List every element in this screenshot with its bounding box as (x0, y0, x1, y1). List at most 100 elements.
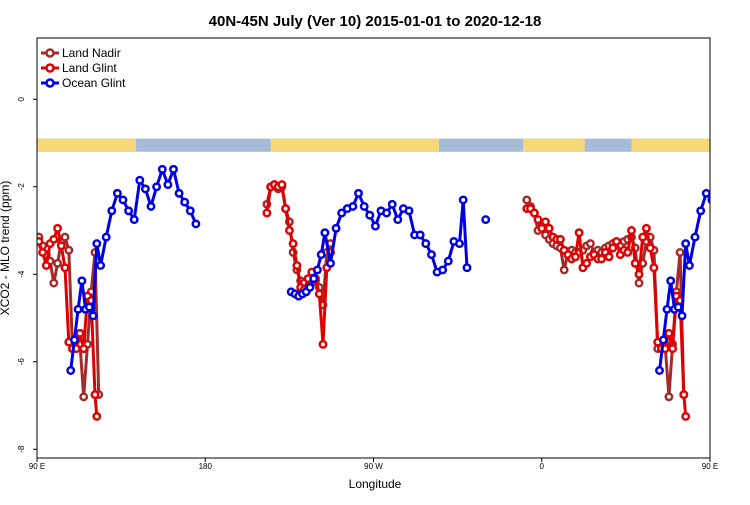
data-point (668, 344, 678, 354)
data-point (169, 164, 178, 174)
data-point (585, 239, 595, 249)
data-point (696, 206, 706, 216)
data-point (140, 184, 150, 194)
data-point (96, 261, 106, 270)
series-layer (37, 164, 726, 421)
data-point (185, 206, 195, 216)
data-point (673, 302, 683, 312)
data-point (77, 276, 87, 286)
data-point (157, 164, 167, 174)
data-point (630, 258, 640, 268)
data-point (69, 335, 79, 345)
series-land-nadir (37, 180, 689, 402)
data-point (60, 263, 70, 273)
data-point (56, 241, 66, 251)
legend-marker (45, 48, 55, 58)
data-point (597, 254, 607, 264)
data-point (348, 201, 358, 211)
data-point (305, 282, 315, 292)
data-point (101, 232, 111, 242)
data-point (312, 265, 322, 275)
legend-marker (45, 63, 55, 73)
data-point (60, 232, 70, 242)
data-point (533, 215, 543, 225)
data-point (53, 258, 63, 268)
data-point (277, 180, 287, 190)
data-point (462, 263, 472, 273)
data-point (645, 243, 655, 253)
data-point (107, 206, 117, 216)
data-point (382, 208, 392, 218)
data-point (331, 223, 341, 233)
data-point (64, 245, 74, 255)
data-point (559, 265, 569, 275)
data-point (73, 304, 83, 314)
legend-marker (45, 78, 55, 88)
land-band (270, 138, 439, 152)
y-tick-label: -6 (17, 358, 26, 366)
data-point (664, 328, 674, 338)
data-point (415, 230, 425, 240)
data-point (714, 208, 720, 214)
data-point (174, 188, 184, 198)
data-point (49, 234, 59, 244)
data-point (681, 239, 691, 249)
data-point (88, 311, 98, 321)
data-point (359, 201, 369, 211)
data-point (152, 182, 162, 192)
data-point (443, 256, 453, 266)
y-tick-label: -4 (17, 270, 26, 278)
data-point (529, 208, 539, 218)
data-point (79, 392, 89, 402)
data-point (570, 252, 580, 262)
data-point (370, 221, 380, 231)
land-band (523, 138, 585, 152)
x-tick-label: 0 (540, 462, 545, 471)
data-point (129, 215, 139, 225)
data-point (655, 366, 664, 375)
data-point (326, 258, 335, 268)
data-point (634, 269, 644, 279)
legend-label: Ocean Glint (62, 76, 126, 90)
data-point (623, 247, 633, 257)
data-point (124, 206, 134, 216)
data-point (92, 239, 102, 249)
data-point (292, 261, 302, 270)
data-point (38, 247, 48, 257)
data-point (191, 219, 201, 229)
data-point (677, 311, 687, 321)
data-point (118, 195, 128, 205)
data-point (284, 226, 294, 235)
data-point (135, 175, 145, 185)
data-point (701, 188, 710, 198)
land-band (37, 138, 137, 152)
data-point (720, 216, 726, 222)
data-point (337, 208, 347, 218)
data-point (662, 304, 672, 314)
y-tick-label: -2 (17, 183, 26, 191)
data-point (612, 236, 621, 246)
data-point (316, 250, 326, 260)
data-point (634, 278, 644, 288)
data-point (421, 239, 431, 249)
data-point (49, 278, 59, 288)
data-point (541, 217, 550, 227)
data-point (163, 180, 173, 190)
data-point (318, 339, 328, 349)
legend-item: Land Nadir (41, 46, 121, 60)
data-point (679, 390, 689, 400)
y-tick-label: -8 (17, 445, 26, 453)
data-point (320, 228, 330, 238)
data-point (681, 411, 691, 421)
data-point (604, 252, 614, 262)
data-point (455, 239, 464, 249)
data-point (112, 188, 122, 198)
data-point (90, 390, 100, 400)
data-point (458, 195, 468, 205)
data-point (79, 344, 89, 354)
data-point (641, 223, 651, 233)
data-point (627, 226, 636, 235)
